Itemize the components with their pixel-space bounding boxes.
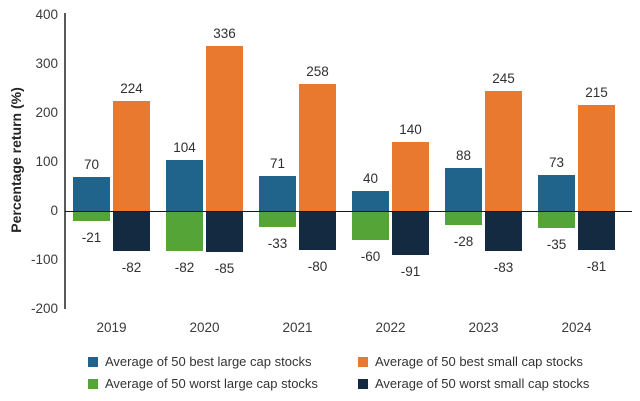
bar-series3-2021: [299, 210, 336, 250]
legend-label: Average of 50 best small cap stocks: [375, 354, 583, 369]
legend-item-series2: Average of 50 worst large cap stocks: [88, 376, 318, 391]
legend-label: Average of 50 worst large cap stocks: [105, 376, 318, 391]
bar-series2-2019: [73, 210, 110, 222]
bar-value-label: -33: [267, 235, 288, 251]
bar-series0-2019: [73, 176, 110, 211]
bar-value-label: -82: [174, 259, 195, 275]
legend-item-series0: Average of 50 best large cap stocks: [88, 354, 311, 369]
bar-value-label: 71: [269, 156, 286, 171]
bar-series1-2019: [113, 101, 150, 211]
legend-label: Average of 50 best large cap stocks: [105, 354, 312, 369]
bar-series1-2021: [299, 84, 336, 211]
bar-value-label: 224: [120, 81, 143, 97]
bar-series1-2023: [485, 90, 522, 211]
bar-series3-2023: [485, 210, 522, 252]
y-tick-label: 300: [35, 55, 58, 71]
bar-series3-2022: [392, 210, 429, 256]
legend-item-series3: Average of 50 worst small cap stocks: [358, 376, 589, 391]
bar-value-label: -60: [360, 249, 381, 265]
legend-swatch-icon: [358, 356, 368, 367]
bar-value-label: 258: [306, 64, 329, 80]
bar-series3-2020: [206, 210, 243, 253]
legend-swatch-icon: [358, 378, 368, 389]
x-category-label: 2021: [282, 320, 313, 335]
bar-series0-2020: [166, 159, 203, 211]
bar-value-label: -82: [121, 259, 142, 275]
bar-value-label: -21: [81, 230, 102, 246]
bar-value-label: -91: [400, 264, 421, 280]
x-category-label: 2022: [375, 320, 406, 335]
y-tick-label: 400: [35, 6, 58, 22]
bar-value-label: -81: [586, 259, 607, 275]
bar-series1-2024: [578, 105, 615, 211]
bar-value-label: 88: [455, 147, 472, 163]
x-category-label: 2020: [189, 320, 220, 335]
bar-value-label: -28: [453, 233, 474, 249]
bar-series3-2019: [113, 210, 150, 251]
bar-series2-2022: [352, 210, 389, 241]
bar-value-label: -85: [214, 261, 235, 277]
bar-value-label: 104: [173, 139, 196, 155]
bar-series3-2024: [578, 210, 615, 251]
y-tick-label: 100: [35, 153, 58, 169]
y-tick-label: -100: [30, 251, 58, 267]
bar-value-label: 215: [585, 85, 608, 101]
bar-value-label: 70: [83, 156, 100, 172]
bar-series0-2024: [538, 175, 575, 211]
y-axis-line: [64, 13, 66, 309]
bar-value-label: -80: [307, 259, 328, 274]
x-category-label: 2024: [561, 320, 592, 335]
bar-series2-2023: [445, 210, 482, 225]
bar-series1-2020: [206, 46, 243, 211]
x-category-label: 2019: [96, 320, 127, 335]
bar-value-label: 245: [492, 70, 515, 86]
legend-swatch-icon: [88, 378, 98, 389]
bar-series2-2024: [538, 210, 575, 228]
bar-series2-2020: [166, 210, 203, 251]
bar-series0-2021: [259, 176, 296, 211]
zero-baseline: [65, 210, 632, 213]
bar-value-label: -83: [493, 260, 514, 276]
bar-value-label: 40: [362, 171, 379, 187]
bar-value-label: 140: [399, 122, 422, 138]
bar-series1-2022: [392, 142, 429, 211]
bar-value-label: 73: [548, 155, 565, 171]
legend-swatch-icon: [88, 356, 98, 367]
bar-value-label: 336: [213, 26, 236, 42]
x-category-label: 2023: [468, 320, 499, 335]
legend-item-series1: Average of 50 best small cap stocks: [358, 354, 583, 369]
bar-series0-2023: [445, 167, 482, 211]
bar-series2-2021: [259, 210, 296, 227]
y-tick-label: -200: [30, 300, 58, 316]
legend-label: Average of 50 worst small cap stocks: [375, 376, 590, 391]
bar-value-label: -35: [546, 236, 567, 252]
y-tick-label: 0: [50, 202, 58, 218]
y-tick-label: 200: [35, 104, 58, 120]
bar-series0-2022: [352, 191, 389, 211]
